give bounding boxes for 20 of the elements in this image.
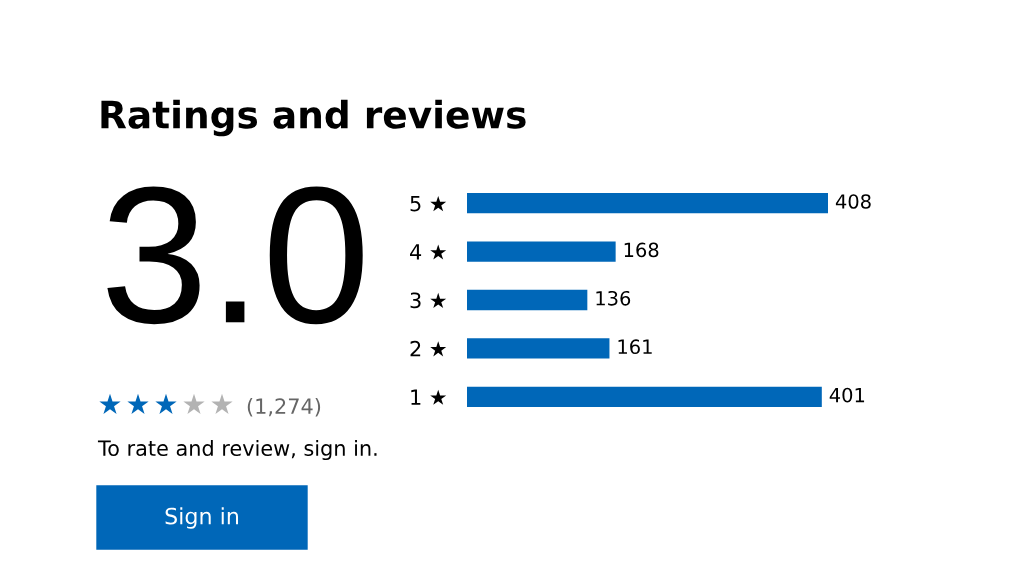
data-label: 161 — [618, 339, 652, 355]
y-tick-label: 5 ★ — [410, 195, 447, 212]
chart-title: Ratings and reviews — [101, 99, 526, 137]
bar — [467, 193, 828, 214]
y-tick-label: 4 ★ — [410, 244, 447, 260]
y-tick-label: 3 ★ — [410, 292, 447, 309]
text: Sign in — [165, 507, 239, 529]
bar — [467, 338, 610, 359]
data-label: 408 — [835, 194, 871, 209]
y-tick-label: 1 ★ — [411, 389, 447, 405]
bar — [467, 241, 616, 262]
data-label: 168 — [624, 242, 659, 258]
y-tick-label: 2 ★ — [410, 340, 447, 357]
data-label: 136 — [596, 290, 631, 306]
text: 3.0 — [107, 186, 363, 325]
text: (1,274) — [247, 397, 321, 417]
text: To rate and review, sign in. — [97, 439, 377, 461]
bar — [467, 386, 822, 407]
data-label: 401 — [829, 387, 865, 403]
bar — [467, 289, 588, 311]
